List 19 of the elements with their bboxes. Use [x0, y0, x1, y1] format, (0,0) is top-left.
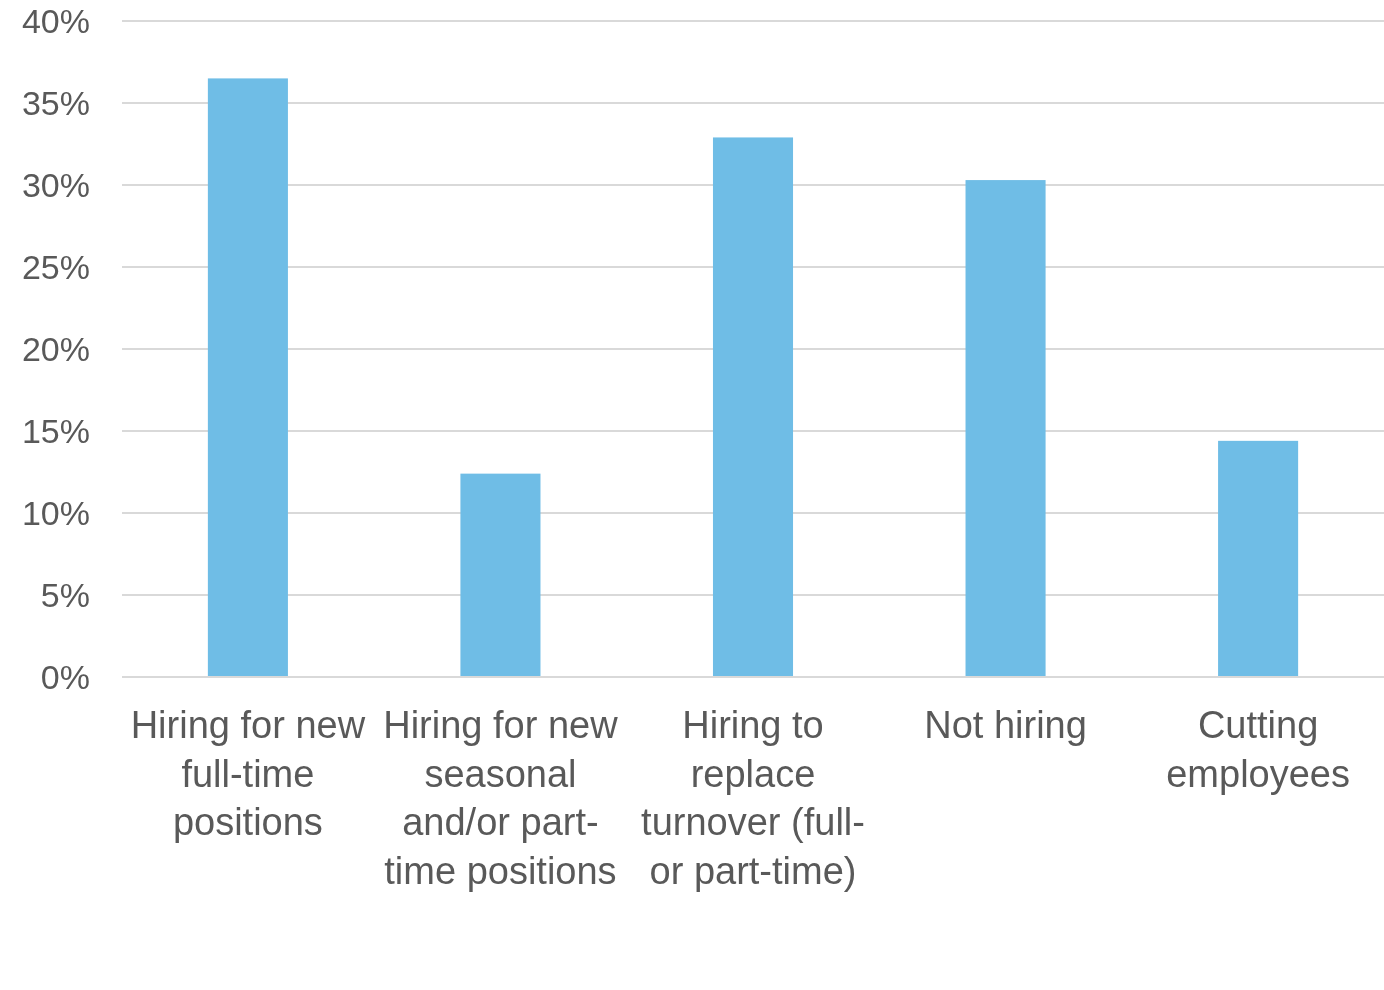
y-tick-label: 20%: [21, 329, 90, 368]
y-tick-label: 0%: [40, 657, 90, 696]
bar: [965, 180, 1046, 677]
bar: [712, 137, 794, 677]
bar: [460, 473, 541, 677]
x-tick-label: Hiring for new seasonal and/or part-time positions: [383, 704, 619, 892]
bar: [207, 78, 288, 677]
x-tick-label: Cutting employees: [1166, 704, 1350, 795]
x-tick-label: Not hiring: [924, 704, 1087, 746]
bar: [1218, 440, 1299, 677]
x-tick-label: Hiring to replace turnover (full- or part-time): [641, 704, 865, 892]
y-tick-label: 40%: [21, 1, 90, 40]
y-tick-label: 30%: [21, 165, 90, 204]
y-tick-label: 10%: [21, 493, 90, 532]
y-tick-label: 35%: [21, 83, 90, 122]
x-tick-label: Hiring for new full-time positions: [130, 704, 366, 843]
y-tick-label: 25%: [21, 247, 90, 286]
y-tick-label: 5%: [40, 575, 90, 614]
y-tick-label: 15%: [21, 411, 90, 450]
